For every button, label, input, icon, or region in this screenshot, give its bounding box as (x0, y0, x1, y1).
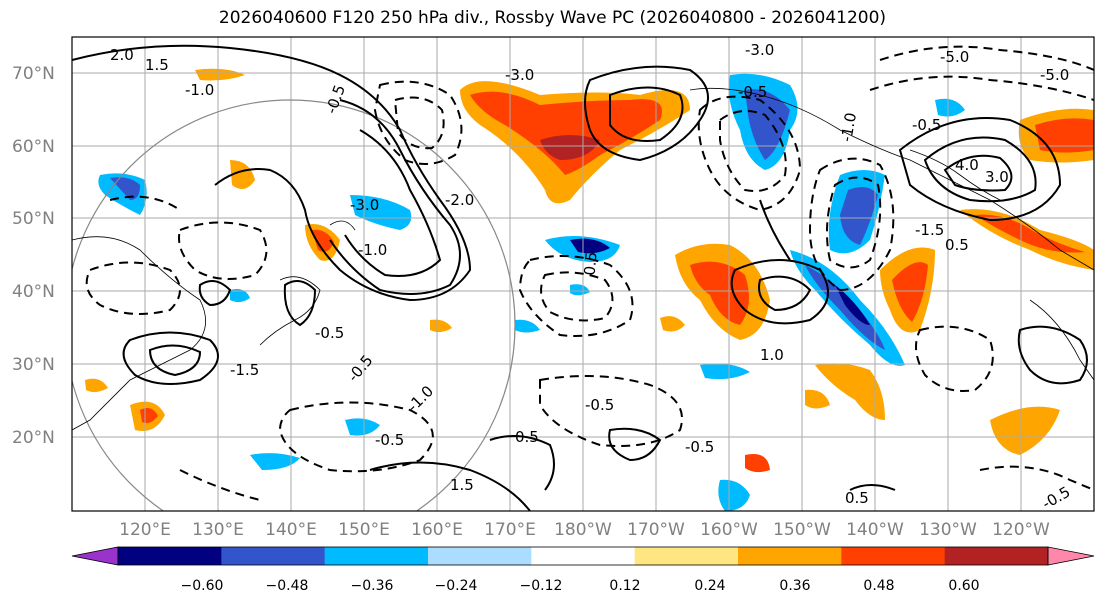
lat-label: 20°N (12, 428, 55, 448)
colorbar-segment (738, 547, 842, 565)
colorbar-tick-label: 0.48 (863, 578, 894, 594)
colorbar-tick-label: 0.24 (694, 578, 725, 594)
lon-label: 170°W (627, 520, 685, 540)
colorbar-tick-labels: −0.60 −0.48 −0.36 −0.24 −0.12 0.12 0.24 … (181, 578, 980, 594)
negative-contours (85, 45, 1094, 501)
contour-label: -1.0 (358, 241, 387, 259)
contour-label: -5.0 (940, 48, 969, 66)
contour-label: 3.0 (985, 168, 1009, 186)
contour-label: -1.0 (185, 81, 214, 99)
positive-contours (72, 44, 1088, 511)
lon-label: 130°E (192, 520, 244, 540)
lon-label: 160°W (700, 520, 758, 540)
lon-label: 160°E (411, 520, 463, 540)
lon-label: 120°W (992, 520, 1050, 540)
graticule (72, 37, 1094, 511)
colorbar-tick-label: 0.12 (609, 578, 640, 594)
lon-label: 140°W (846, 520, 904, 540)
coastlines (72, 87, 1094, 431)
contour-label: -3.0 (505, 66, 534, 84)
contour-label: 0.5 (581, 251, 601, 276)
lon-label: 140°E (265, 520, 317, 540)
contour-label: 0.5 (515, 428, 539, 446)
colorbar-tick-label: 0.36 (779, 578, 810, 594)
colorbar-segment (118, 547, 222, 565)
colorbar-tick-label: 0.60 (948, 578, 979, 594)
colorbar-tick-label: −0.36 (351, 578, 394, 594)
lat-label: 50°N (12, 209, 55, 229)
colorbar-extend-low (71, 546, 119, 566)
contour-label: -0.5 (585, 396, 614, 414)
colorbar-segment (944, 547, 1049, 565)
longitude-labels: 120°E 130°E 140°E 150°E 160°E 170°E 180°… (119, 520, 1050, 540)
colorbar-segment (324, 547, 429, 565)
contour-label: -1.5 (915, 221, 944, 239)
colorbar-segment (634, 547, 739, 565)
colorbar-outline (117, 546, 1049, 566)
range-circle (72, 99, 516, 511)
colorbar-tick-label: −0.24 (435, 578, 478, 594)
contour-label: -0.5 (738, 83, 767, 101)
contour-label: -0.5 (685, 438, 714, 456)
colorbar-tick-label: −0.48 (266, 578, 309, 594)
contour-label: -3.0 (745, 41, 774, 59)
contour-label: 1.0 (760, 346, 784, 364)
contour-label: 1.5 (450, 476, 474, 494)
lon-label: 120°E (119, 520, 171, 540)
contour-label: -1.5 (230, 361, 259, 379)
map-border (71, 36, 1095, 512)
map-title: 2026040600 F120 250 hPa div., Rossby Wav… (218, 8, 887, 28)
colorbar-tick-label: −0.60 (181, 578, 224, 594)
shaded-field (85, 68, 1094, 511)
colorbar-extend-high (1047, 546, 1095, 566)
colorbar-segment (841, 547, 946, 565)
contour-label: -0.5 (912, 116, 941, 134)
lat-label: 70°N (12, 64, 55, 84)
contour-label: 4.0 (955, 156, 979, 174)
colorbar-segment (428, 547, 532, 565)
lon-label: 170°E (484, 520, 536, 540)
contour-label: 2.0 (110, 46, 134, 64)
contour-label: -2.0 (445, 191, 474, 209)
contour-label: 1.5 (145, 56, 169, 74)
contour-label: -1.0 (837, 111, 860, 143)
colorbar (71, 546, 1095, 566)
lat-label: 60°N (12, 137, 55, 157)
lat-label: 40°N (12, 282, 55, 302)
contour-label: 0.5 (945, 236, 969, 254)
latitude-labels: 70°N 60°N 50°N 40°N 30°N 20°N (12, 64, 55, 448)
contour-label: 0.5 (845, 489, 869, 507)
contour-label: -5.0 (1040, 66, 1069, 84)
colorbar-tick-label: −0.12 (520, 578, 563, 594)
lon-label: 180°W (554, 520, 612, 540)
lat-label: 30°N (12, 355, 55, 375)
colorbar-segment (531, 547, 636, 565)
contour-label: -0.5 (315, 324, 344, 342)
lon-label: 130°W (919, 520, 977, 540)
contour-label: -0.5 (375, 431, 404, 449)
colorbar-segment (221, 547, 326, 565)
lon-label: 150°W (773, 520, 831, 540)
lon-label: 150°E (338, 520, 390, 540)
contour-label: -3.0 (350, 196, 379, 214)
